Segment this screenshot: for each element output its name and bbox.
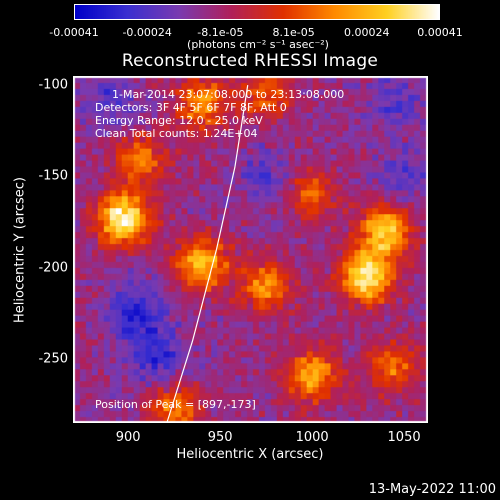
x-tick-label: 900 [115, 430, 141, 445]
annotation-energy-range: Energy Range: 12.0 - 25.0 keV [95, 114, 263, 127]
colorbar-tick-label: 0.00041 [417, 26, 463, 39]
colorbar-tick-label: 8.1e-05 [272, 26, 315, 39]
colorbar-tick-label: 0.00024 [344, 26, 390, 39]
limb-overlay [166, 85, 249, 423]
solar-limb-curve [166, 85, 249, 423]
colorbar-tick-label: -8.1e-05 [197, 26, 244, 39]
annotation-detectors: Detectors: 3F 4F 5F 6F 7F 8F, Att 0 [95, 101, 287, 114]
footer-date: 13-May-2022 11:00 [368, 482, 496, 497]
y-tick-label: -200 [38, 260, 68, 276]
x-axis-label: Heliocentric X (arcsec) [176, 447, 324, 462]
y-tick-label: -100 [38, 77, 68, 93]
colorbar-tick-label: -0.00024 [122, 26, 172, 39]
y-tick-label: -150 [38, 168, 68, 184]
colorbar-unit-label: (photons cm⁻² s⁻¹ asec⁻²) [187, 38, 329, 51]
x-tick-label: 950 [207, 430, 233, 445]
colorbar [74, 4, 440, 20]
heatmap-plot-area [73, 76, 428, 423]
y-tick-label: -250 [38, 351, 68, 367]
annotation-time-range: 1-Mar-2014 23:07:08.000 to 23:13:08.000 [112, 88, 345, 101]
annotation-method: Clean Total counts: 1.24E+04 [95, 127, 258, 140]
x-tick-label: 1000 [295, 430, 329, 445]
chart-title: Reconstructed RHESSI Image [121, 51, 379, 71]
x-tick-label: 1050 [387, 430, 421, 445]
colorbar-tick-label: -0.00041 [49, 26, 99, 39]
y-axis-label: Heliocentric Y (arcsec) [12, 177, 28, 323]
annotation-peak-position: Position of Peak = [897,-173] [95, 398, 256, 411]
